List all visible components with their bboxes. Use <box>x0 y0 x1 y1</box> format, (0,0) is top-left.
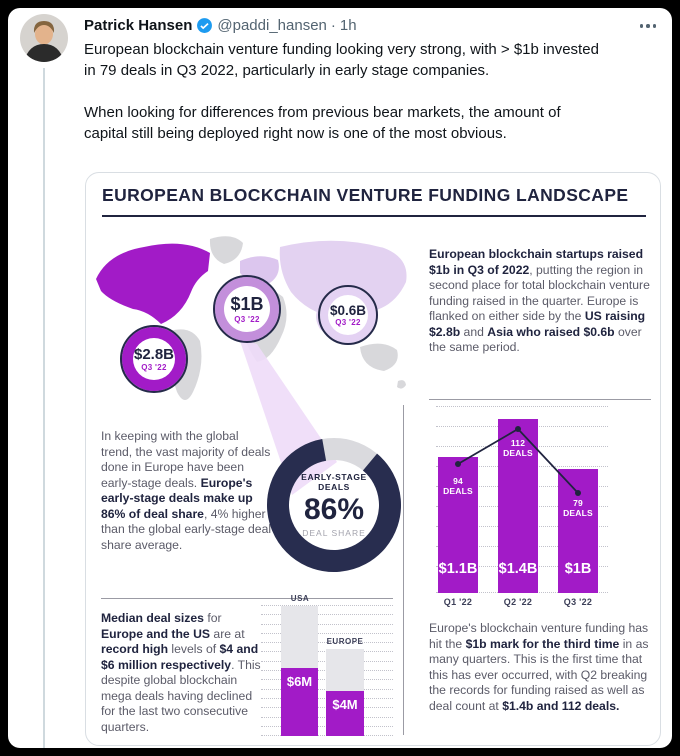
funding-label: $1.4B <box>498 561 538 577</box>
donut-label-line1: EARLY-STAGE <box>301 472 367 482</box>
deal-count-label: 79 DEALS <box>563 498 593 518</box>
funding-label: $1.1B <box>438 561 478 577</box>
map-bubble-europe: $1B Q3 '22 <box>213 275 281 343</box>
avatar[interactable] <box>20 14 68 62</box>
intro-paragraph: European blockchain startups raised $1b … <box>429 247 650 354</box>
x-axis-label: Q1 '22 <box>443 597 473 607</box>
bar-q1: 94 DEALS $1.1B <box>438 457 478 593</box>
deal-count-label: 112 DEALS <box>503 438 533 458</box>
tweet-text: European blockchain venture funding look… <box>84 39 608 144</box>
map-bubble-asia: $0.6B Q3 '22 <box>318 285 378 345</box>
median-column-europe: $4M <box>326 649 364 736</box>
tweet: Patrick Hansen @paddi_hansen · 1h Europe… <box>8 8 672 748</box>
donut-caption: DEAL SHARE <box>302 528 366 538</box>
infographic-title: EUROPEAN BLOCKCHAIN VENTURE FUNDING LAND… <box>102 185 629 205</box>
verified-badge-icon <box>196 17 213 34</box>
divider <box>101 598 393 599</box>
avatar-photo <box>20 14 68 62</box>
map-bubble-us: $2.8B Q3 '22 <box>120 325 188 393</box>
bubble-period: Q3 '22 <box>234 315 260 324</box>
median-label-usa: USA <box>290 594 310 603</box>
median-value: $6M <box>286 674 313 689</box>
donut-value: 86% <box>303 493 365 526</box>
title-rule <box>102 215 646 217</box>
author-handle[interactable]: @paddi_hansen <box>217 17 327 34</box>
median-paragraph: Median deal sizes for Europe and the US … <box>101 611 261 734</box>
more-options-icon[interactable] <box>639 24 656 28</box>
bubble-value: $0.6B <box>329 303 367 318</box>
x-axis-label: Q3 '22 <box>563 597 593 607</box>
thread-connector-line <box>43 68 45 748</box>
median-column-usa: $6M <box>281 606 318 736</box>
hit-mark-paragraph: Europe's blockchain venture funding has … <box>429 621 649 713</box>
tweet-paragraph: European blockchain venture funding look… <box>84 41 599 79</box>
tweet-header: Patrick Hansen @paddi_hansen · 1h <box>84 17 357 34</box>
tweet-media-infographic[interactable]: EUROPEAN BLOCKCHAIN VENTURE FUNDING LAND… <box>85 172 661 746</box>
divider <box>429 399 651 400</box>
bar-q3: 79 DEALS $1B <box>558 469 598 593</box>
bubble-value: $2.8B <box>133 346 175 363</box>
header-separator: · <box>330 17 336 34</box>
bubble-period: Q3 '22 <box>141 363 167 372</box>
tweet-timestamp[interactable]: 1h <box>339 17 357 34</box>
early-stage-donut-chart: EARLY-STAGE DEALS 86% DEAL SHARE <box>264 435 404 575</box>
author-name[interactable]: Patrick Hansen <box>84 17 193 34</box>
median-value: $4M <box>332 697 358 712</box>
tweet-paragraph: When looking for differences from previo… <box>84 104 561 142</box>
donut-label-line2: DEALS <box>318 482 350 492</box>
median-bar-europe: $4M <box>326 691 364 736</box>
x-axis-label: Q2 '22 <box>503 597 533 607</box>
bar-q2: 112 DEALS $1.4B <box>498 419 538 593</box>
funding-label: $1B <box>564 561 592 577</box>
quarterly-funding-chart: 94 DEALS $1.1B 112 DEALS $1.4B 79 DEALS … <box>436 406 608 593</box>
bubble-value: $1B <box>230 294 264 314</box>
median-bar-usa: $6M <box>281 668 318 736</box>
early-stage-paragraph: In keeping with the global trend, the va… <box>101 429 272 552</box>
bubble-period: Q3 '22 <box>335 318 361 327</box>
divider <box>403 405 404 735</box>
median-label-europe: EUROPE <box>326 637 364 646</box>
deal-count-label: 94 DEALS <box>443 476 473 496</box>
